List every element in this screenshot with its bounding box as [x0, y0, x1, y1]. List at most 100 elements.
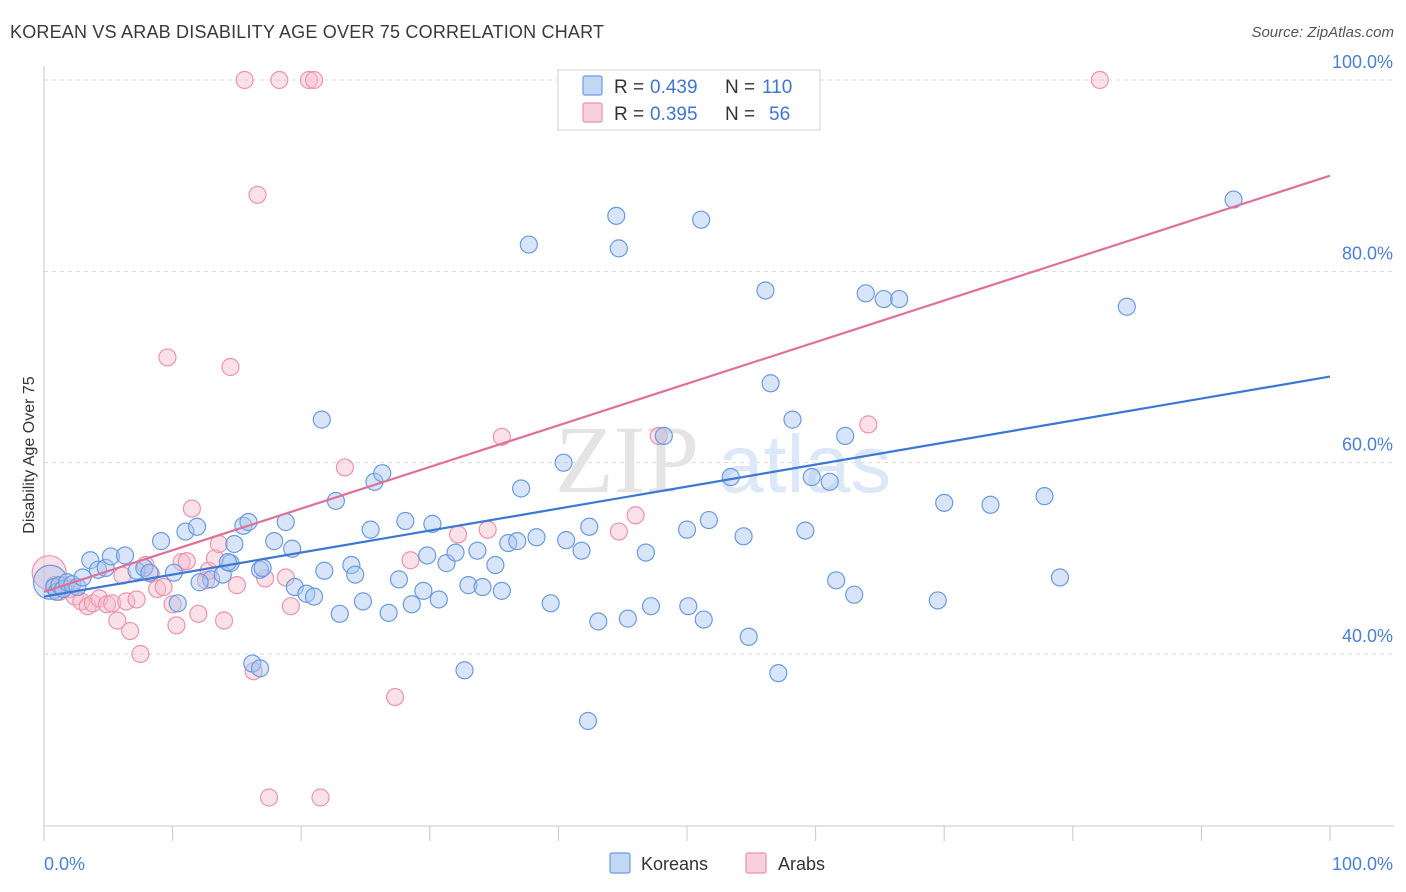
arab-point	[177, 552, 196, 571]
korean-point	[692, 210, 711, 229]
arab-point	[259, 788, 279, 807]
korean-point	[589, 612, 608, 631]
korean-point	[455, 661, 474, 680]
korean-point	[820, 472, 839, 491]
korean-point	[396, 511, 415, 531]
korean-point	[373, 464, 392, 483]
korean-point	[508, 532, 527, 551]
chart-title: KOREAN VS ARAB DISABILITY AGE OVER 75 CO…	[10, 22, 605, 42]
arab-point	[148, 579, 167, 599]
trend-lines	[43, 174, 1331, 598]
x-tick-label-max: 100.0%	[1332, 854, 1393, 874]
korean-point	[609, 239, 628, 258]
korean-point	[346, 565, 365, 584]
korean-point	[151, 532, 171, 551]
korean-point	[486, 555, 505, 575]
arab-point	[163, 595, 182, 614]
korean-point	[423, 514, 442, 533]
korean-point	[499, 533, 518, 553]
watermark: ZIP atlas	[555, 406, 891, 513]
korean-point	[187, 517, 207, 536]
korean-point	[342, 555, 361, 575]
korean-point	[796, 521, 815, 540]
series-legend: Koreans Arabs	[609, 852, 825, 874]
korean-point	[361, 520, 380, 539]
arab-point	[1090, 70, 1109, 90]
korean-point	[679, 597, 698, 616]
korean-point	[315, 561, 334, 580]
arab-point	[248, 185, 267, 204]
korean-point	[304, 587, 324, 606]
arab-point	[256, 569, 275, 588]
arab-point	[214, 611, 234, 630]
korean-point	[654, 426, 673, 445]
arab-point	[182, 499, 201, 518]
arab-point	[478, 520, 497, 539]
arab-point	[385, 687, 405, 707]
arab-point	[304, 70, 324, 90]
korean-point	[414, 581, 433, 600]
korean-point	[827, 571, 846, 590]
korean-point	[353, 592, 373, 611]
korean-point	[836, 426, 855, 445]
korean-point	[473, 577, 492, 597]
korean-point	[265, 532, 284, 551]
arab-point	[609, 522, 628, 541]
korean-point	[312, 410, 331, 429]
korean-point	[641, 597, 661, 616]
x-tick-labels: 0.0% 100.0%	[44, 854, 1393, 874]
korean-point	[699, 510, 718, 530]
korean-point	[572, 541, 591, 560]
arab-point	[649, 426, 668, 445]
korean-point	[115, 546, 135, 565]
axes	[43, 66, 1394, 841]
korean-point	[446, 543, 465, 562]
arab-point	[97, 595, 117, 614]
correlation-legend: R = 0.439 N = 110 R = 0.395 N = 56	[557, 69, 821, 131]
korean-point	[890, 289, 909, 309]
arab-point	[859, 415, 878, 434]
series-legend-swatch-arabs	[745, 852, 767, 874]
arab-point	[154, 577, 173, 597]
series-legend-label-arabs: Arabs	[778, 854, 825, 874]
korean-point	[512, 479, 531, 498]
arab-point	[270, 70, 289, 90]
series-legend-swatch-koreans	[609, 852, 631, 874]
legend-swatch-arab	[582, 102, 603, 123]
legend-arab-r-value: 0.395	[650, 104, 698, 125]
y-tick-labels: 40.0% 60.0% 80.0% 100.0%	[1332, 52, 1393, 646]
arab-point	[131, 644, 150, 664]
arab-point	[227, 576, 246, 595]
legend-korean-r-value: 0.439	[650, 77, 698, 98]
arab-trend-line	[43, 174, 1331, 593]
korean-point	[734, 527, 753, 546]
korean-point	[578, 711, 598, 731]
korean-point	[437, 554, 456, 573]
korean-point	[250, 659, 270, 678]
korean-point	[285, 577, 304, 597]
korean-point	[101, 547, 120, 566]
korean-point	[330, 604, 349, 623]
y-tick-label: 80.0%	[1342, 243, 1393, 263]
y-tick-label: 100.0%	[1332, 52, 1393, 72]
arab-point	[221, 357, 240, 377]
arab-point	[167, 616, 186, 635]
korean-point	[981, 495, 1000, 514]
korean-point	[935, 493, 954, 512]
arab-point	[311, 788, 330, 807]
arab-point	[103, 594, 122, 613]
korean-point	[379, 603, 398, 622]
legend-swatch-korean	[582, 75, 603, 96]
korean-point	[81, 551, 100, 570]
korean-point	[557, 531, 576, 550]
korean-point	[636, 543, 655, 562]
source-credit: Source: ZipAtlas.com	[1251, 24, 1394, 41]
arab-point	[127, 590, 146, 609]
korean-point	[677, 520, 697, 539]
korean-point	[418, 546, 437, 565]
legend-arab-r-label: R =	[614, 104, 644, 125]
korean-point	[492, 581, 511, 600]
legend-arab-n-value: 56	[769, 104, 790, 125]
korean-point	[190, 573, 209, 592]
korean-point	[756, 281, 775, 300]
